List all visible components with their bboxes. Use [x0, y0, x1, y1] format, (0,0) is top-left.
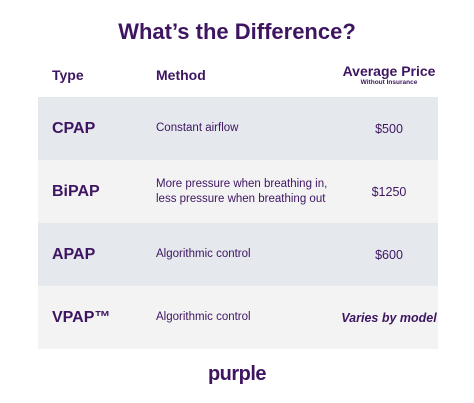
- header-type: Type: [52, 67, 84, 83]
- row-price: $1250: [371, 184, 407, 199]
- row-method: Algorithmic control: [156, 248, 251, 260]
- table-header: Type Method Average Price Without Insura…: [0, 60, 474, 96]
- row-price: $600: [375, 247, 403, 262]
- row-method: Constant airflow: [156, 122, 239, 134]
- brand-logo: purple: [207, 363, 267, 385]
- row-method: Algorithmic control: [156, 311, 251, 323]
- row-type: APAP: [52, 245, 96, 263]
- header-price: Average Price Without Insurance: [334, 64, 444, 87]
- header-method: Method: [156, 67, 206, 83]
- table-row: VPAP™ Algorithmic control Varies by mode…: [38, 286, 438, 349]
- header-price-subtitle: Without Insurance: [360, 79, 418, 86]
- row-type: VPAP™: [52, 308, 111, 326]
- table-row: BiPAP More pressure when breathing in, l…: [38, 160, 438, 223]
- row-method: More pressure when breathing in, less pr…: [156, 177, 328, 205]
- row-type: BiPAP: [52, 182, 100, 200]
- table-row: APAP Algorithmic control $600: [38, 223, 438, 286]
- row-type: CPAP: [52, 119, 96, 137]
- row-price: $500: [375, 121, 403, 136]
- table-row: CPAP Constant airflow $500: [38, 97, 438, 160]
- row-price: Varies by model: [341, 310, 437, 325]
- page-title: What’s the Difference?: [118, 19, 356, 44]
- comparison-table: CPAP Constant airflow $500 BiPAP More pr…: [38, 97, 438, 349]
- header-price-label: Average Price: [342, 63, 436, 79]
